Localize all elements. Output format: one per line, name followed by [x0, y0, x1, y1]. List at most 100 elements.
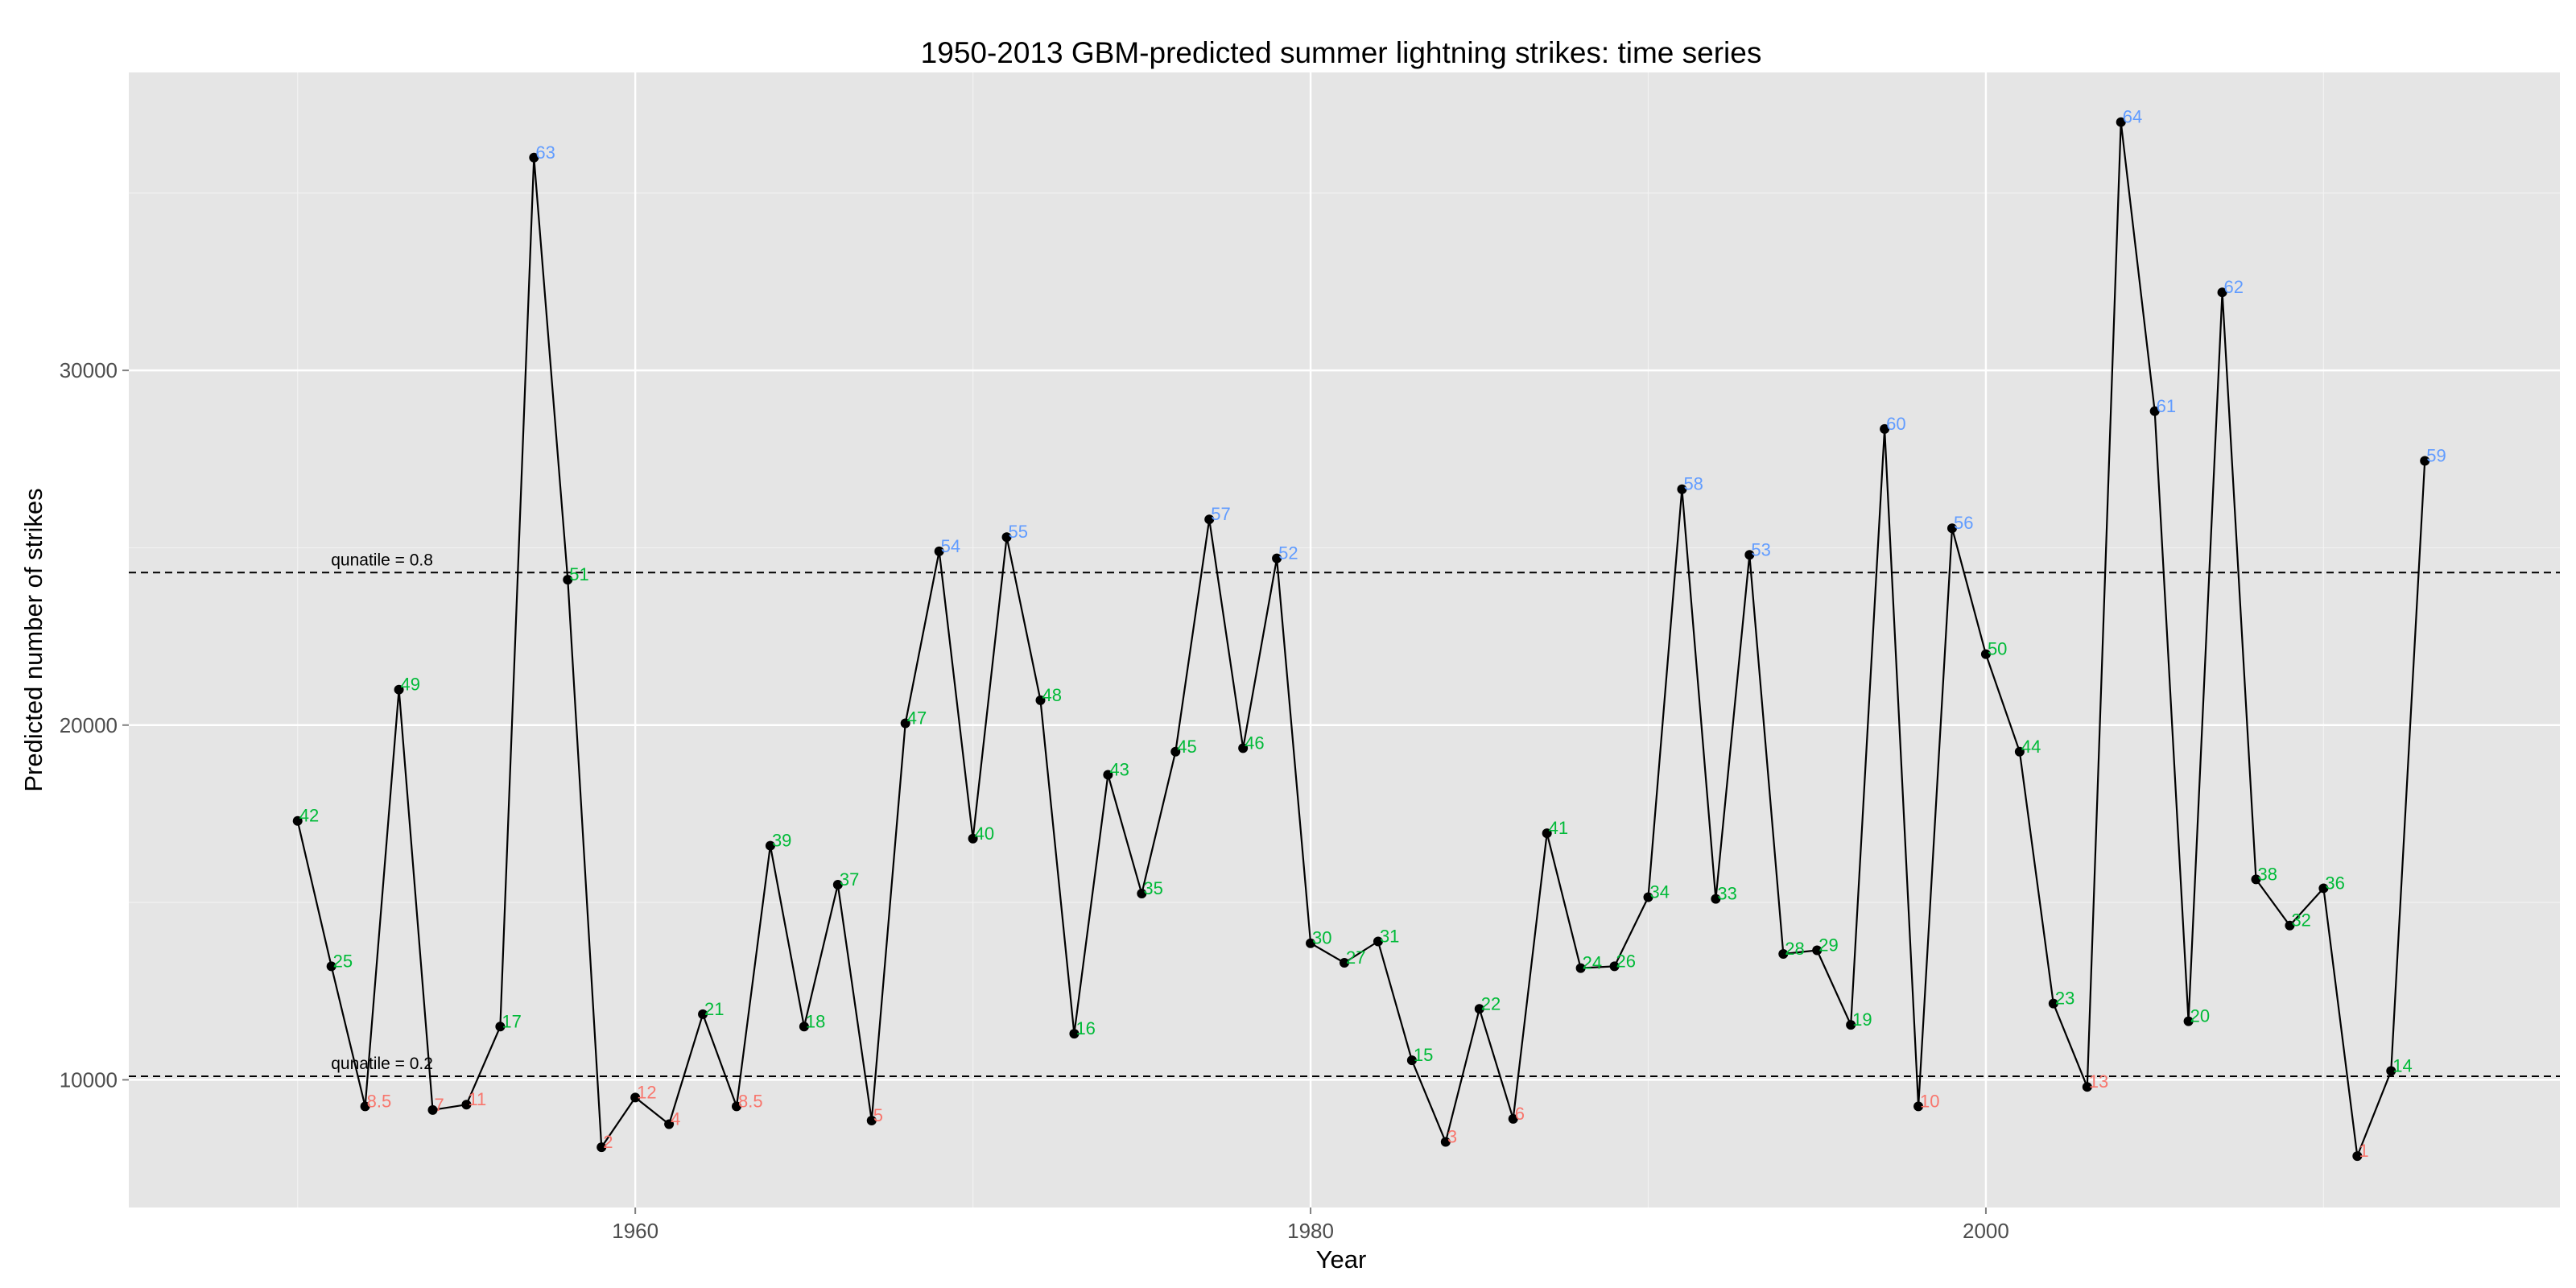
x-axis-ticks: 1960 1980 2000: [612, 1208, 2009, 1243]
data-point: [900, 718, 910, 729]
data-point: [1880, 423, 1890, 434]
rank-label: 51: [569, 564, 588, 584]
rank-label: 62: [2224, 277, 2244, 297]
data-point: [360, 1101, 370, 1112]
rank-label: 39: [772, 831, 791, 851]
x-tick-label: 1980: [1287, 1219, 1334, 1243]
major-gridlines: [129, 72, 2560, 1208]
data-point: [2420, 456, 2430, 466]
x-axis-title: Year: [1316, 1245, 1367, 1274]
data-point: [2217, 287, 2227, 298]
data-point: [1778, 948, 1789, 959]
rank-label: 38: [2258, 864, 2277, 884]
rank-label: 54: [941, 536, 960, 556]
data-point: [2183, 1016, 2194, 1026]
rank-label: 34: [1650, 881, 1670, 902]
y-tick-label: 10000: [60, 1067, 118, 1092]
rank-label: 58: [1683, 474, 1703, 494]
data-point: [1711, 894, 1721, 904]
data-point: [1474, 1004, 1484, 1014]
data-point: [1373, 936, 1383, 947]
data-point: [461, 1100, 472, 1110]
data-point: [732, 1101, 741, 1112]
data-point: [866, 1116, 877, 1126]
data-point: [698, 1009, 708, 1019]
rank-label: 47: [907, 708, 927, 729]
data-point: [2386, 1066, 2396, 1076]
data-point: [934, 546, 944, 556]
rank-label: 24: [1583, 953, 1602, 973]
rank-label: 55: [1009, 522, 1028, 542]
rank-label: 56: [1954, 513, 1973, 533]
data-point: [2149, 406, 2160, 416]
series-path: [296, 121, 2426, 1158]
rank-label: 1: [2359, 1141, 2368, 1161]
rank-label: 4: [671, 1108, 680, 1129]
rank-label: 15: [1414, 1045, 1433, 1065]
data-point: [2285, 920, 2295, 931]
data-point: [1913, 1101, 1924, 1112]
rank-label: 49: [401, 675, 420, 695]
data-point: [2352, 1151, 2363, 1162]
rank-label: 14: [2392, 1055, 2412, 1075]
rank-label: 27: [1346, 947, 1365, 968]
rank-label: 36: [2325, 873, 2344, 893]
rank-label: 63: [535, 142, 555, 163]
data-point: [292, 815, 303, 826]
data-point: [563, 575, 573, 585]
rank-label: 44: [2021, 737, 2041, 757]
quantile-reference-label: qunatile = 0.8: [331, 551, 433, 569]
data-point: [427, 1104, 438, 1115]
series-line: [296, 121, 2426, 1158]
rank-label: 59: [2426, 445, 2446, 465]
data-point: [1103, 770, 1113, 780]
rank-label: 64: [2123, 107, 2142, 127]
data-point: [832, 880, 843, 890]
data-point: [1170, 746, 1181, 757]
data-points: [292, 117, 2430, 1162]
data-point: [1340, 957, 1349, 968]
rank-label: 37: [840, 869, 859, 890]
x-tick-label: 1960: [612, 1219, 658, 1243]
data-point: [968, 833, 978, 844]
rank-label: 5: [873, 1105, 883, 1125]
rank-label: 28: [1785, 939, 1804, 959]
data-point: [1980, 649, 1991, 659]
data-point: [1069, 1029, 1080, 1039]
data-point: [1542, 828, 1552, 839]
data-point: [630, 1092, 641, 1103]
data-point: [2116, 117, 2126, 127]
rank-label: 43: [1109, 759, 1129, 779]
rank-label: 48: [1042, 685, 1062, 705]
rank-label: 17: [502, 1011, 521, 1031]
rank-label: 57: [1211, 504, 1230, 524]
rank-label: 32: [2291, 910, 2310, 931]
data-point: [2082, 1082, 2092, 1092]
plot-panel: [129, 72, 2560, 1208]
data-point: [326, 961, 336, 972]
rank-label: 53: [1751, 539, 1770, 559]
rank-label: 41: [1549, 818, 1568, 838]
rank-label: 42: [299, 806, 319, 826]
rank-label: 10: [1920, 1091, 1939, 1111]
data-point: [1035, 695, 1046, 705]
rank-label: 13: [2089, 1071, 2108, 1092]
rank-label: 7: [435, 1095, 444, 1115]
rank-label: 50: [1988, 639, 2007, 659]
data-point: [2048, 998, 2058, 1009]
data-point: [1272, 553, 1282, 564]
rank-label: 16: [1075, 1018, 1095, 1038]
y-axis-ticks: 10000 20000 30000: [60, 358, 129, 1092]
rank-label: 6: [1515, 1104, 1525, 1124]
data-point: [799, 1022, 809, 1032]
rank-label: 60: [1886, 414, 1905, 434]
quantile-reference-label: qunatile = 0.2: [331, 1055, 433, 1073]
data-point: [2014, 746, 2025, 757]
data-point: [2251, 874, 2261, 885]
rank-label: 8.5: [367, 1091, 392, 1111]
x-tick-label: 2000: [1963, 1219, 2009, 1243]
rank-label: 33: [1717, 884, 1736, 904]
rank-label: 30: [1312, 928, 1331, 948]
